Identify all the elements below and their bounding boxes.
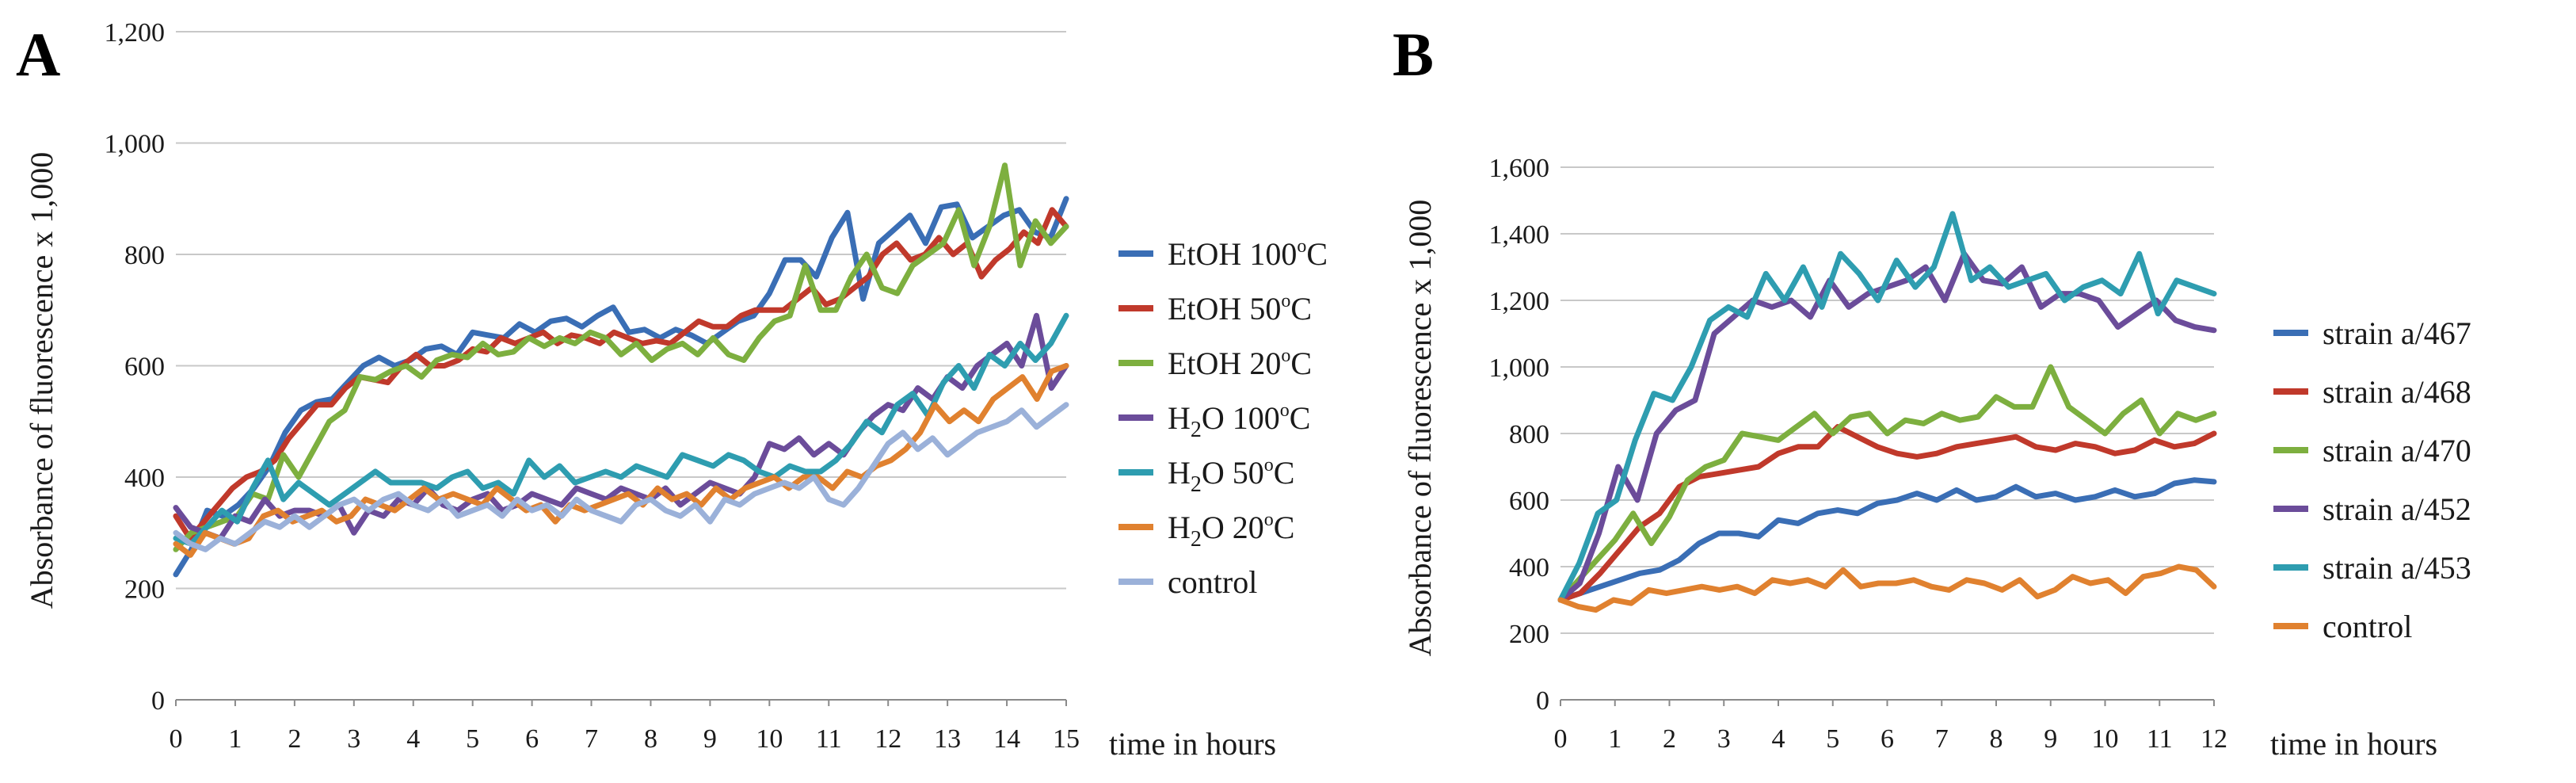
a-x-tick-label: 1 [228, 724, 242, 754]
panel-a-legend: EtOH 100oC EtOH 50oC EtOH 20oC H2O 100oC H2O… [1118, 236, 1328, 600]
a-legend-label: H2O 20oC [1168, 510, 1294, 552]
a-y-tick-label: 0 [151, 686, 165, 716]
a-x-tick-label: 12 [875, 724, 901, 754]
b-y-tick-label: 800 [1509, 420, 1549, 449]
panel-b-y-axis-title: Absorbance of fluorescence x 1,000 [1402, 200, 1438, 656]
panel-b-label: B [1393, 20, 1434, 89]
b-x-tick-label: 10 [2092, 724, 2119, 754]
panel-b-legend: strain a/467 strain a/468 strain a/470 stra… [2273, 315, 2471, 644]
b-legend-label: strain a/467 [2323, 315, 2471, 351]
b-x-tick-label: 0 [1554, 724, 1568, 754]
a-y-tick-label: 600 [124, 353, 165, 382]
b-x-tick-label: 7 [1935, 724, 1949, 754]
a-x-tick-label: 3 [347, 724, 360, 754]
b-x-tick-label: 2 [1663, 724, 1676, 754]
panel-a-y-axis-title: Absorbance of fluorescence x 1,000 [24, 152, 59, 609]
a-x-tick-label: 6 [525, 724, 539, 754]
a-legend-label: H2O 100oC [1168, 400, 1310, 442]
b-x-tick-label: 8 [1990, 724, 2003, 754]
b-series-line-3 [1557, 364, 2217, 603]
a-x-tick-label: 10 [756, 724, 783, 754]
b-x-tick-label: 6 [1881, 724, 1894, 754]
panel-a-x-axis-title: time in hours [1109, 726, 1276, 762]
b-legend-label: strain a/470 [2323, 433, 2471, 468]
b-series-line-5 [1557, 211, 2217, 603]
b-x-tick-label: 11 [2147, 724, 2173, 754]
b-y-tick-label: 600 [1509, 487, 1549, 516]
a-x-tick-label: 0 [170, 724, 183, 754]
a-x-tick-label: 5 [466, 724, 479, 754]
b-y-tick-label: 1,200 [1489, 287, 1550, 316]
a-x-tick-label: 4 [406, 724, 420, 754]
a-legend-label: control [1168, 564, 1257, 600]
a-x-tick-label: 14 [993, 724, 1020, 754]
b-x-tick-label: 4 [1772, 724, 1785, 754]
b-y-tick-label: 200 [1509, 620, 1549, 649]
b-y-tick-label: 1,600 [1489, 154, 1550, 183]
b-series-line-2 [1557, 424, 2217, 603]
b-x-tick-label: 1 [1608, 724, 1621, 754]
a-y-tick-label: 400 [124, 464, 165, 493]
a-legend-label: EtOH 50oC [1168, 291, 1312, 327]
a-series-line-7 [173, 402, 1069, 552]
a-y-tick-label: 800 [124, 241, 165, 270]
a-y-tick-label: 1,000 [105, 130, 166, 159]
b-y-tick-label: 0 [1536, 686, 1549, 716]
a-x-tick-label: 2 [288, 724, 301, 754]
a-x-tick-label: 15 [1053, 724, 1080, 754]
b-series-line-1 [1557, 477, 2217, 603]
b-legend-label: strain a/453 [2323, 550, 2471, 586]
b-legend-label: strain a/468 [2323, 374, 2471, 410]
b-legend-label: strain a/452 [2323, 491, 2471, 527]
b-y-tick-label: 1,400 [1489, 220, 1550, 250]
b-y-tick-label: 1,000 [1489, 353, 1550, 383]
a-x-tick-label: 7 [585, 724, 598, 754]
panel-b-x-axis-title: time in hours [2270, 726, 2437, 762]
a-series-line-3 [173, 162, 1069, 552]
a-series-line-1 [173, 196, 1069, 578]
b-x-tick-label: 9 [2044, 724, 2057, 754]
b-x-tick-label: 5 [1826, 724, 1839, 754]
a-x-tick-label: 9 [703, 724, 717, 754]
b-x-tick-label: 12 [2201, 724, 2227, 754]
a-legend-label: H2O 50oC [1168, 455, 1294, 497]
b-legend-label: control [2323, 609, 2412, 644]
a-x-tick-label: 8 [644, 724, 657, 754]
a-y-tick-label: 1,200 [105, 18, 166, 48]
b-y-tick-label: 400 [1509, 553, 1549, 582]
a-legend-label: EtOH 100oC [1168, 236, 1328, 272]
b-series-line-6 [1557, 563, 2217, 613]
a-x-tick-label: 13 [934, 724, 961, 754]
a-legend-label: EtOH 20oC [1168, 346, 1312, 381]
a-series-line-5 [173, 312, 1069, 547]
a-series-line-6 [173, 363, 1069, 558]
a-x-tick-label: 11 [816, 724, 842, 754]
a-series-line-2 [173, 207, 1069, 541]
b-x-tick-label: 3 [1717, 724, 1731, 754]
b-series-line-4 [1557, 250, 2217, 603]
panel-a-label: A [16, 20, 60, 89]
a-series-line-4 [173, 312, 1069, 541]
a-y-tick-label: 200 [124, 575, 165, 605]
